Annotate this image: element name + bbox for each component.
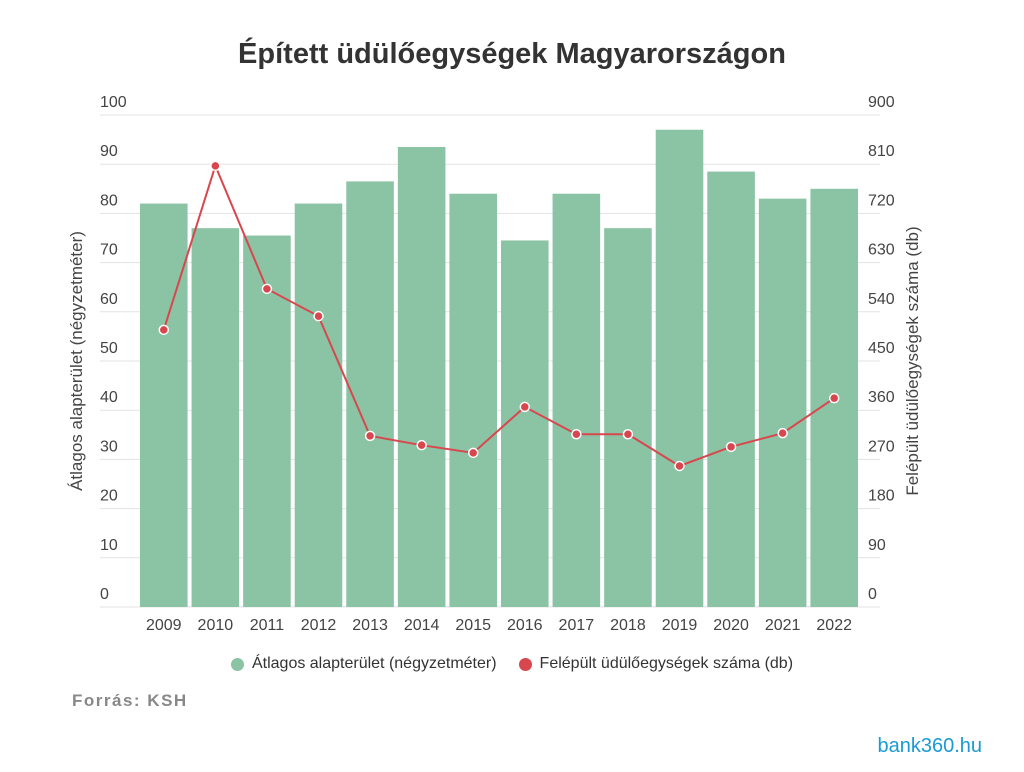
line-point-2011 [261, 283, 273, 295]
line-point-2015 [467, 447, 479, 459]
bar-2013 [346, 181, 394, 608]
bar-2009 [140, 203, 188, 607]
bar-2017 [552, 193, 601, 607]
bar-2020 [707, 171, 755, 607]
y-right-tick: 180 [868, 488, 895, 505]
y-right-tick: 450 [868, 340, 895, 357]
source-note: Forrás: KSH [72, 691, 188, 710]
y-right-tick: 540 [868, 291, 895, 308]
y-left-tick: 70 [100, 242, 118, 259]
legend: Átlagos alapterület (négyzetméter) Felép… [0, 655, 1024, 673]
y-right-tick: 720 [868, 192, 895, 209]
y-right-tick: 360 [868, 389, 895, 406]
line-point-2012 [313, 310, 324, 322]
legend-marker-bars [230, 657, 244, 671]
bar-2018 [604, 228, 652, 607]
y-left-tick: 30 [100, 438, 118, 455]
bar-2016 [501, 240, 549, 607]
y-right-tick: 0 [868, 586, 877, 603]
y-left-tick: 100 [100, 94, 127, 111]
x-tick: 2012 [301, 617, 337, 634]
x-tick: 2018 [610, 617, 646, 634]
line-point-2019 [674, 460, 685, 472]
y-left-tick: 20 [100, 488, 118, 505]
legend-marker-line [518, 657, 532, 671]
x-tick: 2022 [816, 617, 852, 634]
x-tick: 2017 [559, 617, 595, 634]
line-point-2009 [158, 324, 170, 336]
y-left-tick: 40 [100, 389, 118, 406]
x-tick: 2010 [198, 617, 234, 634]
line-point-2021 [777, 427, 788, 439]
chart-title: Épített üdülőegységek Magyarországon [238, 38, 786, 70]
y-left-tick: 50 [100, 340, 118, 357]
x-tick: 2014 [404, 617, 440, 634]
x-tick: 2009 [146, 617, 182, 634]
line-point-2017 [571, 429, 582, 440]
y-right-label: Felépült üdülőegységek száma (db) [903, 226, 922, 495]
bar-2019 [655, 129, 704, 607]
y-left-tick: 80 [100, 192, 118, 209]
line-point-2020 [725, 441, 737, 453]
bar-2014 [397, 146, 446, 608]
y-left-tick: 60 [100, 291, 118, 308]
y-left-tick: 10 [100, 537, 118, 554]
line-point-2013 [364, 430, 376, 442]
y-left-tick: 0 [100, 586, 109, 603]
x-tick: 2013 [352, 617, 388, 634]
bar-2015 [449, 193, 497, 607]
line-series [162, 162, 835, 468]
y-right-tick: 900 [868, 94, 895, 111]
y-left-tick: 90 [100, 143, 118, 160]
bar-2012 [294, 203, 343, 607]
bar-2010 [191, 228, 240, 607]
legend-item-bars[interactable]: Átlagos alapterület (négyzetméter) [230, 655, 497, 673]
legend-item-line[interactable]: Felépült üdülőegységek száma (db) [518, 655, 794, 673]
bar-2021 [758, 198, 807, 607]
line-point-2014 [416, 439, 427, 451]
x-tick: 2011 [250, 617, 285, 634]
line-point-2022 [828, 392, 840, 404]
line-point-2016 [519, 401, 531, 413]
x-tick: 2021 [765, 617, 801, 634]
line-point-2010 [210, 160, 221, 172]
x-tick: 2015 [455, 617, 491, 634]
y-right-tick: 810 [868, 143, 895, 160]
y-left-label: Átlagos alapterület (négyzetméter) [67, 231, 86, 491]
legend-label-line: Felépült üdülőegységek száma (db) [539, 655, 794, 672]
line-point-2018 [622, 429, 634, 440]
x-tick: 2019 [662, 617, 698, 634]
y-right-tick: 90 [868, 537, 886, 554]
y-right-tick: 630 [868, 242, 895, 259]
x-tick: 2016 [507, 617, 543, 634]
y-right-tick: 270 [868, 438, 895, 455]
logo: bank360.hu [877, 735, 982, 757]
x-tick: 2020 [713, 617, 749, 634]
legend-label-bars: Átlagos alapterület (négyzetméter) [251, 655, 497, 672]
